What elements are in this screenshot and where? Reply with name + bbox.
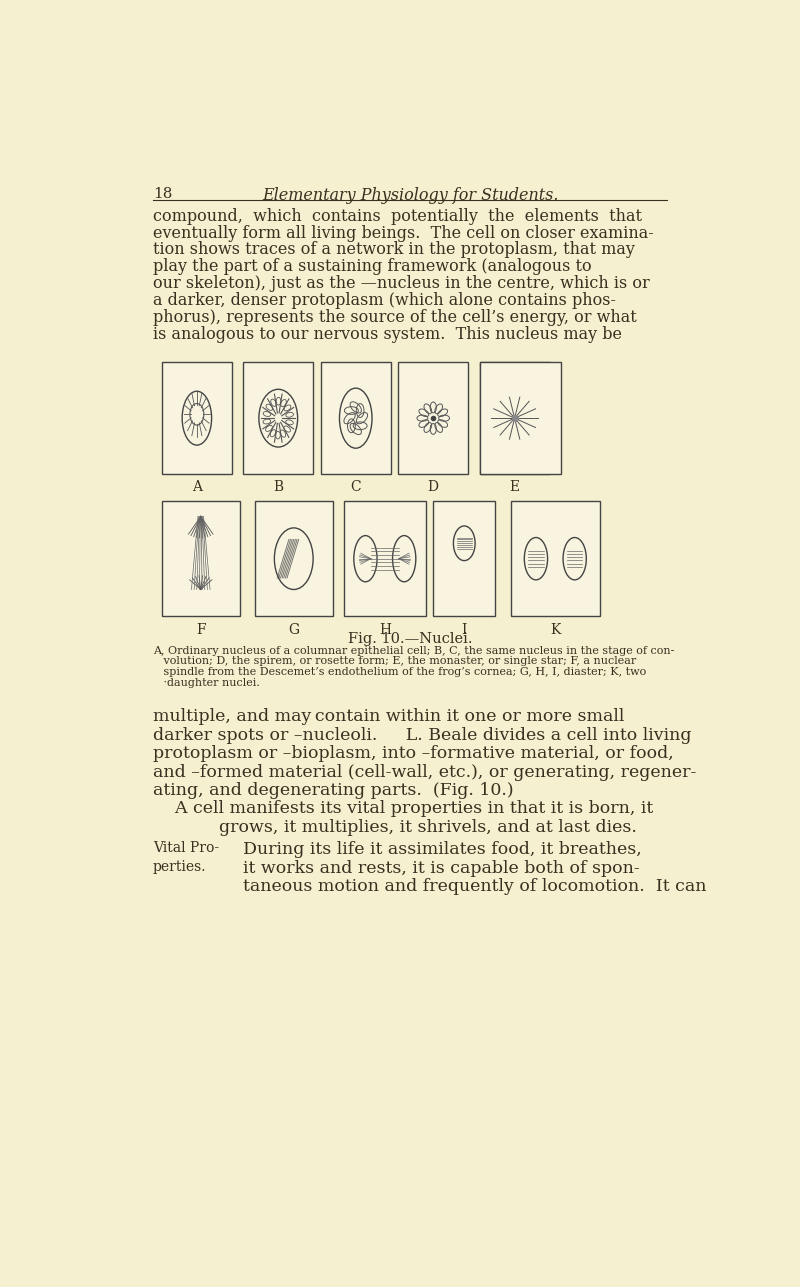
Text: eventually form all living beings.  The cell on closer examina-: eventually form all living beings. The c… <box>153 224 654 242</box>
Bar <box>434 501 495 616</box>
Bar <box>480 363 550 474</box>
Bar <box>398 363 468 474</box>
Text: F: F <box>196 623 206 637</box>
Text: Vital Pro-
perties.: Vital Pro- perties. <box>153 842 219 874</box>
Bar <box>344 501 426 616</box>
Text: and –formed material (cell-wall, etc.), or generating, regener-: and –formed material (cell-wall, etc.), … <box>153 763 696 780</box>
Bar <box>321 363 390 474</box>
Text: grows, it multiplies, it shrivels, and at last dies.: grows, it multiplies, it shrivels, and a… <box>153 819 637 837</box>
Text: D: D <box>428 480 438 494</box>
Bar <box>480 363 561 474</box>
Text: E: E <box>510 480 520 494</box>
Text: spindle from the Descemet’s endothelium of the frog’s cornea; G, H, I, diaster; : spindle from the Descemet’s endothelium … <box>153 667 646 677</box>
Text: compound,  which  contains  potentially  the  elements  that: compound, which contains potentially the… <box>153 207 642 224</box>
Bar <box>510 501 600 616</box>
Bar <box>243 363 313 474</box>
Text: C: C <box>350 480 361 494</box>
Text: play the part of a sustaining framework (analogous to: play the part of a sustaining framework … <box>153 259 591 275</box>
Bar <box>162 501 239 616</box>
Text: Fig. 10.—Nuclei.: Fig. 10.—Nuclei. <box>348 632 472 646</box>
Text: ·daughter nuclei.: ·daughter nuclei. <box>153 678 259 689</box>
Text: taneous motion and frequently of locomotion.  It can: taneous motion and frequently of locomot… <box>243 878 707 896</box>
Text: G: G <box>288 623 299 637</box>
Text: a darker, denser protoplasm (which alone contains phos-: a darker, denser protoplasm (which alone… <box>153 292 616 309</box>
Text: K: K <box>550 623 561 637</box>
Text: it works and rests, it is capable both of spon-: it works and rests, it is capable both o… <box>243 860 640 876</box>
Text: B: B <box>273 480 283 494</box>
Text: 18: 18 <box>153 187 172 201</box>
Text: ating, and degenerating parts.  (Fig. 10.): ating, and degenerating parts. (Fig. 10.… <box>153 782 514 799</box>
Text: multiple, and may contain within it one or more small: multiple, and may contain within it one … <box>153 708 624 725</box>
Text: our skeleton), just as the —nucleus in the centre, which is or: our skeleton), just as the —nucleus in t… <box>153 275 650 292</box>
Text: A: A <box>192 480 202 494</box>
Text: phorus), represents the source of the cell’s energy, or what: phorus), represents the source of the ce… <box>153 309 637 326</box>
Text: A, Ordinary nucleus of a columnar epithelial cell; B, C, the same nucleus in the: A, Ordinary nucleus of a columnar epithe… <box>153 646 674 655</box>
Text: A cell manifests its vital properties in that it is born, it: A cell manifests its vital properties in… <box>153 801 653 817</box>
Text: Elementary Physiology for Students.: Elementary Physiology for Students. <box>262 187 558 203</box>
Text: During its life it assimilates food, it breathes,: During its life it assimilates food, it … <box>243 842 642 858</box>
Text: I: I <box>462 623 467 637</box>
Text: volution; D, the spirem, or rosette form; E, the monaster, or single star; F, a : volution; D, the spirem, or rosette form… <box>153 656 636 667</box>
Text: darker spots or –nucleoli.   L. Beale divides a cell into living: darker spots or –nucleoli. L. Beale divi… <box>153 727 691 744</box>
Text: tion shows traces of a network in the protoplasm, that may: tion shows traces of a network in the pr… <box>153 242 634 259</box>
Text: protoplasm or –bioplasm, into –formative material, or food,: protoplasm or –bioplasm, into –formative… <box>153 745 674 762</box>
Bar <box>255 501 333 616</box>
Text: is analogous to our nervous system.  This nucleus may be: is analogous to our nervous system. This… <box>153 326 622 344</box>
Bar <box>162 363 232 474</box>
Text: H: H <box>379 623 391 637</box>
